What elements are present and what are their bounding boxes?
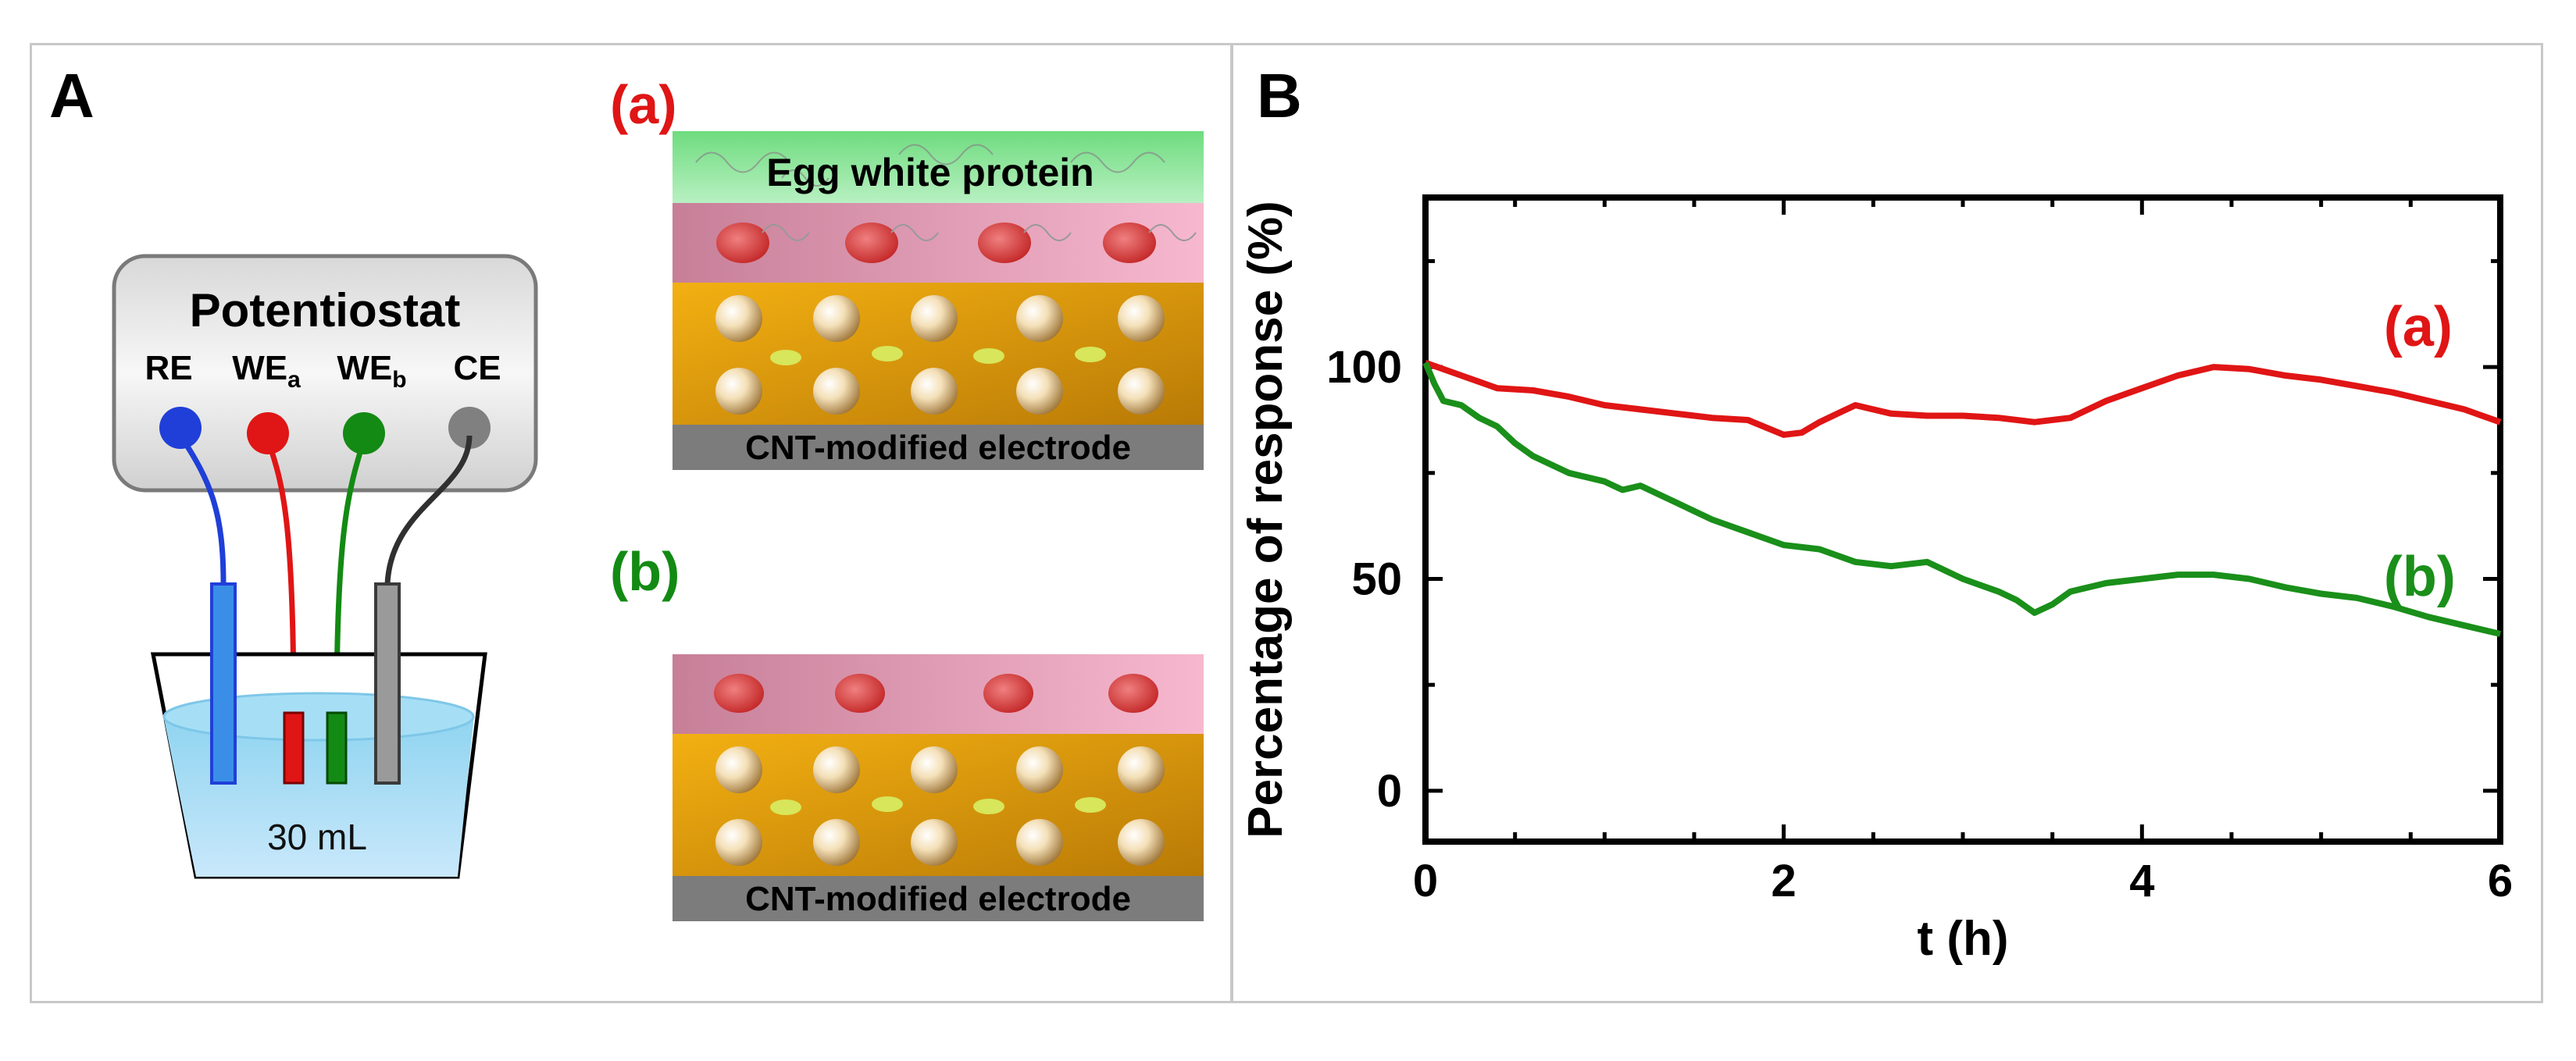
panel-a-canvas: A Potentiostat RE WEa WEb CE 30 mL (a) bbox=[49, 61, 1204, 921]
scheme-a-tag: (a) bbox=[610, 74, 677, 135]
series-a-annotation: (a) bbox=[2384, 296, 2453, 358]
beaker: 30 mL bbox=[150, 652, 487, 879]
panel-b: B 0 2 4 6 0 50 100 t (h) Percentage of respon… bbox=[1231, 43, 2543, 1003]
series-lines bbox=[1422, 359, 2502, 637]
potentiostat: Potentiostat RE WEa WEb CE bbox=[112, 254, 538, 493]
reference-electrode bbox=[210, 582, 237, 785]
enzyme-particles-b bbox=[714, 674, 1158, 713]
panel-b-label: B bbox=[1257, 61, 1302, 130]
terminal-we-b bbox=[343, 412, 385, 454]
y-axis-label: Percentage of response (%) bbox=[1239, 201, 1293, 838]
y-tick-label: 50 bbox=[1351, 554, 1402, 604]
response-chart: B 0 2 4 6 0 50 100 t (h) Percentage of respon… bbox=[1239, 61, 2513, 966]
electrode-label-we-b: WEb bbox=[337, 349, 406, 393]
egg-white-label: Egg white protein bbox=[766, 151, 1094, 194]
terminal-ce bbox=[448, 407, 491, 449]
electrode-wires bbox=[178, 434, 473, 717]
scheme-b: CNT-modified electrode bbox=[673, 654, 1204, 921]
electrode-label-re: RE bbox=[144, 349, 192, 387]
series-line-a bbox=[1424, 359, 2502, 438]
nanoparticles-b bbox=[715, 746, 1165, 866]
protein-texture bbox=[695, 144, 1165, 187]
terminal-re bbox=[159, 407, 202, 449]
series-b-annotation: (b) bbox=[2384, 546, 2456, 608]
plot-frame bbox=[1422, 194, 2503, 845]
electrode-label-we-a: WEa bbox=[232, 349, 301, 393]
counter-electrode bbox=[374, 582, 401, 785]
working-electrode-b bbox=[326, 711, 348, 785]
beaker-volume-label: 30 mL bbox=[267, 817, 367, 857]
scheme-a: Egg white protein CNT-modif bbox=[673, 131, 1204, 470]
working-electrode-a bbox=[283, 711, 305, 785]
x-axis: 0 2 4 6 bbox=[1413, 198, 2513, 906]
nanoparticles-a bbox=[715, 295, 1165, 415]
x-tick-label: 4 bbox=[2129, 856, 2154, 906]
x-tick-label: 2 bbox=[1771, 856, 1796, 906]
electrode-label-ce: CE bbox=[453, 349, 501, 387]
enzyme-particles-a bbox=[716, 223, 1197, 263]
scheme-b-tag: (b) bbox=[610, 541, 680, 602]
y-tick-label: 0 bbox=[1377, 766, 1402, 817]
egg-white-layer bbox=[673, 131, 1204, 203]
x-axis-label: t (h) bbox=[1917, 912, 2008, 966]
y-tick-label: 100 bbox=[1326, 342, 1402, 393]
x-tick-label: 6 bbox=[2488, 856, 2513, 906]
cnt-electrode-b-label: CNT-modified electrode bbox=[745, 880, 1131, 918]
panel-a-label: A bbox=[49, 61, 95, 130]
cnt-electrode-b bbox=[673, 876, 1204, 921]
x-tick-label: 0 bbox=[1413, 856, 1438, 906]
cnt-electrode-a bbox=[673, 425, 1204, 470]
y-axis: 0 50 100 bbox=[1326, 258, 2500, 817]
panel-a: A Potentiostat RE WEa WEb CE 30 mL (a) bbox=[30, 43, 1233, 1003]
series-line-b bbox=[1422, 361, 2501, 637]
cnt-electrode-a-label: CNT-modified electrode bbox=[745, 429, 1131, 467]
terminal-we-a bbox=[247, 412, 289, 454]
potentiostat-title: Potentiostat bbox=[190, 284, 461, 336]
